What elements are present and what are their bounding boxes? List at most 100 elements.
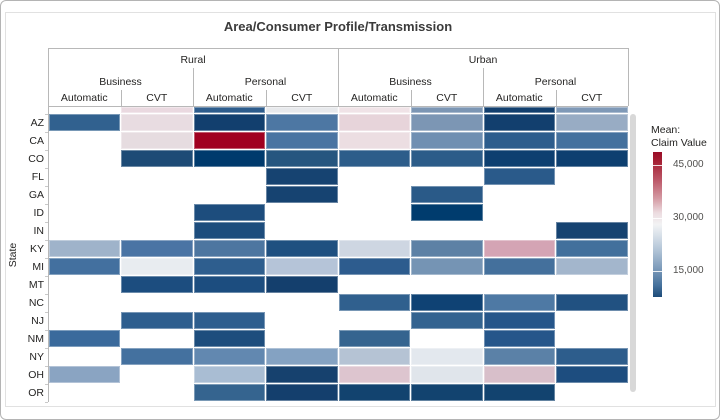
heatmap-cell[interactable] [193, 132, 265, 149]
column-header-cvt[interactable]: CVT [291, 92, 313, 104]
column-header-cvt[interactable]: CVT [436, 92, 458, 104]
heatmap-cell[interactable] [483, 150, 555, 167]
heatmap-cell[interactable] [338, 294, 410, 311]
heatmap-cell-partial[interactable] [411, 107, 483, 113]
heatmap-cell[interactable] [483, 348, 555, 365]
heatmap-cell[interactable] [338, 114, 410, 131]
heatmap-cell[interactable] [121, 348, 193, 365]
heatmap-cell[interactable] [411, 204, 483, 221]
heatmap-cell[interactable] [121, 258, 193, 275]
heatmap-cell[interactable] [193, 312, 265, 329]
row-label-mi[interactable]: MI [32, 260, 44, 273]
heatmap-cell[interactable] [556, 150, 628, 167]
heatmap-cell[interactable] [556, 132, 628, 149]
row-label-oh[interactable]: OH [28, 368, 44, 381]
heatmap-cell[interactable] [338, 240, 410, 257]
heatmap-cell[interactable] [266, 186, 338, 203]
heatmap-cell[interactable] [121, 240, 193, 257]
column-group-personal[interactable]: Personal [244, 76, 287, 88]
heatmap-cell[interactable] [193, 258, 265, 275]
row-label-mt[interactable]: MT [28, 278, 44, 291]
heatmap-cell[interactable] [193, 222, 265, 239]
heatmap-cell[interactable] [411, 132, 483, 149]
heatmap-cell[interactable] [411, 150, 483, 167]
heatmap-cell[interactable] [48, 366, 120, 383]
row-label-az[interactable]: AZ [30, 116, 44, 129]
heatmap-cell[interactable] [193, 348, 265, 365]
row-label-ny[interactable]: NY [29, 350, 44, 363]
column-header-automatic[interactable]: Automatic [205, 92, 253, 104]
heatmap-cell-partial[interactable] [556, 107, 628, 113]
heatmap-cell[interactable] [338, 258, 410, 275]
heatmap-cell[interactable] [48, 240, 120, 257]
heatmap-cell-partial[interactable] [193, 107, 265, 113]
heatmap-cell[interactable] [193, 330, 265, 347]
heatmap-cell[interactable] [193, 276, 265, 293]
heatmap-cell[interactable] [483, 240, 555, 257]
row-label-nm[interactable]: NM [27, 332, 44, 345]
heatmap-cell-partial[interactable] [121, 107, 193, 113]
heatmap-cell[interactable] [483, 330, 555, 347]
heatmap-cell[interactable] [121, 150, 193, 167]
heatmap-cell[interactable] [266, 168, 338, 185]
column-group-business[interactable]: Business [99, 76, 142, 88]
row-label-co[interactable]: CO [28, 152, 44, 165]
row-label-id[interactable]: ID [33, 206, 45, 219]
heatmap-cell[interactable] [338, 348, 410, 365]
row-label-in[interactable]: IN [33, 224, 45, 237]
row-label-or[interactable]: OR [28, 386, 44, 399]
heatmap-cell-partial[interactable] [483, 107, 555, 113]
row-label-fl[interactable]: FL [31, 170, 44, 183]
column-header-cvt[interactable]: CVT [581, 92, 603, 104]
heatmap-cell[interactable] [121, 114, 193, 131]
heatmap-cell[interactable] [483, 312, 555, 329]
row-label-ca[interactable]: CA [29, 134, 44, 147]
heatmap-cell[interactable] [338, 150, 410, 167]
row-label-ky[interactable]: KY [29, 242, 44, 255]
heatmap-cell[interactable] [121, 132, 193, 149]
heatmap-cell[interactable] [483, 294, 555, 311]
heatmap-cell[interactable] [556, 366, 628, 383]
heatmap-cell[interactable] [266, 240, 338, 257]
heatmap-cell[interactable] [411, 114, 483, 131]
heatmap-cell[interactable] [556, 222, 628, 239]
heatmap-cell[interactable] [483, 168, 555, 185]
row-label-nc[interactable]: NC [28, 296, 44, 309]
heatmap-cell[interactable] [48, 114, 120, 131]
heatmap-cell[interactable] [266, 348, 338, 365]
heatmap-cell[interactable] [411, 240, 483, 257]
heatmap-cell[interactable] [193, 114, 265, 131]
column-group-business[interactable]: Business [389, 76, 432, 88]
heatmap-cell-partial[interactable] [338, 107, 410, 113]
heatmap-cell-partial[interactable] [266, 107, 338, 113]
heatmap-cell[interactable] [411, 366, 483, 383]
heatmap-cell[interactable] [411, 384, 483, 401]
heatmap-cell[interactable] [121, 312, 193, 329]
heatmap-cell[interactable] [338, 366, 410, 383]
heatmap-cell[interactable] [483, 366, 555, 383]
heatmap-cell[interactable] [411, 312, 483, 329]
row-label-ga[interactable]: GA [28, 188, 44, 201]
heatmap-cell[interactable] [411, 294, 483, 311]
heatmap-cell[interactable] [411, 186, 483, 203]
heatmap-cell[interactable] [483, 258, 555, 275]
row-label-nj[interactable]: NJ [31, 314, 44, 327]
heatmap-cell[interactable] [266, 276, 338, 293]
column-header-automatic[interactable]: Automatic [495, 92, 543, 104]
heatmap-cell[interactable] [193, 384, 265, 401]
column-header-automatic[interactable]: Automatic [60, 92, 108, 104]
heatmap-cell[interactable] [266, 258, 338, 275]
heatmap-cell[interactable] [266, 114, 338, 131]
heatmap-cell[interactable] [483, 384, 555, 401]
heatmap-cell[interactable] [193, 150, 265, 167]
heatmap-cell[interactable] [338, 330, 410, 347]
heatmap-cell[interactable] [556, 240, 628, 257]
column-header-cvt[interactable]: CVT [146, 92, 168, 104]
heatmap-cell[interactable] [121, 276, 193, 293]
heatmap-cell[interactable] [483, 132, 555, 149]
column-group-rural[interactable]: Rural [180, 54, 206, 66]
column-group-personal[interactable]: Personal [534, 76, 577, 88]
heatmap-cell[interactable] [266, 366, 338, 383]
heatmap-cell[interactable] [556, 294, 628, 311]
heatmap-cell[interactable] [556, 348, 628, 365]
